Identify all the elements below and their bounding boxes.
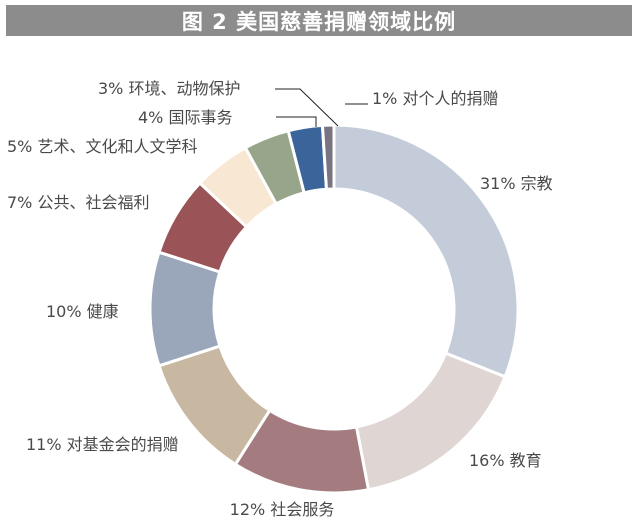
leader-line — [275, 88, 339, 127]
leader-line — [276, 116, 317, 127]
slice-label: 4% 国际事务 — [138, 108, 232, 127]
slice-label: 7% 公共、社会福利 — [7, 193, 149, 212]
slice-label: 11% 对基金会的捐赠 — [26, 435, 179, 454]
slice-label: 1% 对个人的捐赠 — [372, 89, 498, 108]
slice-label: 31% 宗教 — [480, 174, 553, 193]
title-bar: 图 2 美国慈善捐赠领域比例 — [6, 5, 632, 36]
slice-label: 12% 社会服务 — [230, 500, 335, 519]
slice-label: 10% 健康 — [46, 302, 119, 321]
chart-title: 图 2 美国慈善捐赠领域比例 — [181, 9, 457, 34]
slice-group — [148, 123, 520, 495]
slice-label: 16% 教育 — [469, 451, 542, 470]
slice-label: 3% 环境、动物保护 — [98, 79, 240, 98]
donut-slice — [332, 123, 520, 379]
label-group: 31% 宗教 16% 教育 12% 社会服务 11% 对基金会的捐赠 10% 健康 7% … — [7, 79, 553, 519]
slice-label: 5% 艺术、文化和人文学科 — [7, 137, 197, 156]
leader-lines — [275, 88, 368, 127]
donut-slice — [320, 123, 336, 191]
